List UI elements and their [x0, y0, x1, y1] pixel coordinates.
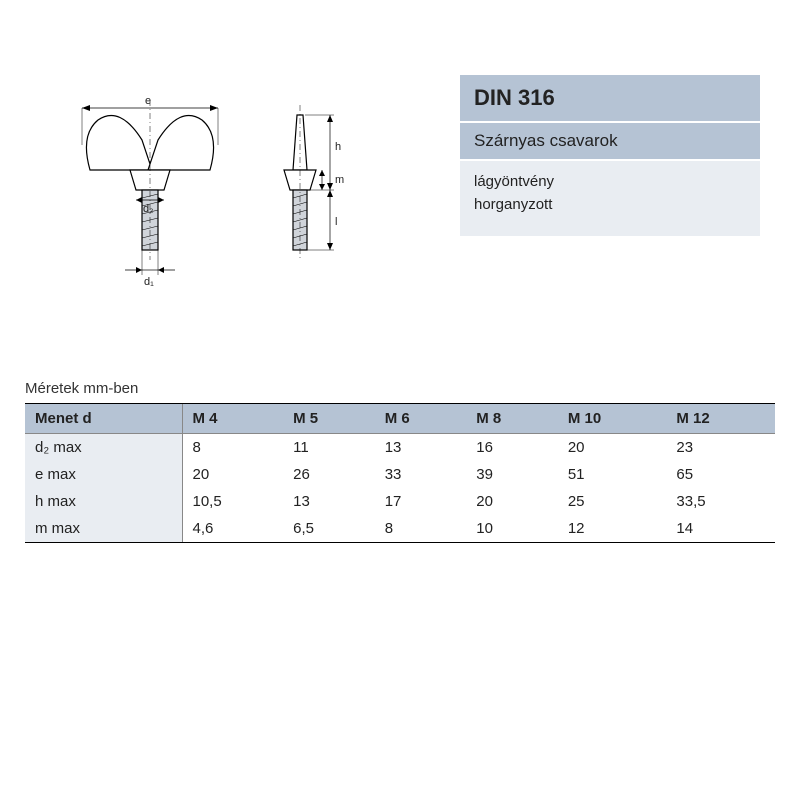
info-panel: DIN 316 Szárnyas csavarok lágyöntvény ho… — [460, 75, 760, 236]
cell: 16 — [466, 434, 558, 462]
cell: 17 — [375, 488, 467, 515]
info-subtitle: Szárnyas csavarok — [460, 123, 760, 161]
cell: 10 — [466, 515, 558, 543]
cell: 8 — [375, 515, 467, 543]
cell: 39 — [466, 461, 558, 488]
cell: 13 — [283, 488, 375, 515]
table-row: d₂ max81113162023 — [25, 434, 775, 462]
table-row: h max10,51317202533,5 — [25, 488, 775, 515]
col-header: M 5 — [283, 404, 375, 434]
dimensions-table-area: Méretek mm-ben Menet d M 4 M 5 M 6 M 8 M… — [25, 380, 775, 543]
row-label: h max — [25, 488, 182, 515]
info-desc-line2: horganyzott — [474, 194, 746, 217]
cell: 20 — [466, 488, 558, 515]
dim-e-label: e — [145, 95, 151, 107]
cell: 20 — [182, 461, 283, 488]
table-header-row: Menet d M 4 M 5 M 6 M 8 M 10 M 12 — [25, 404, 775, 434]
col-header: M 6 — [375, 404, 467, 434]
cell: 14 — [666, 515, 775, 543]
cell: 51 — [558, 461, 667, 488]
col-header: M 12 — [666, 404, 775, 434]
cell: 10,5 — [182, 488, 283, 515]
cell: 26 — [283, 461, 375, 488]
cell: 4,6 — [182, 515, 283, 543]
technical-diagram: e d₂ d₁ — [60, 80, 360, 300]
cell: 6,5 — [283, 515, 375, 543]
cell: 13 — [375, 434, 467, 462]
col-header: M 8 — [466, 404, 558, 434]
dimensions-table: Menet d M 4 M 5 M 6 M 8 M 10 M 12 d₂ max… — [25, 403, 775, 543]
dim-l-label: l — [335, 216, 337, 228]
info-desc-line1: lágyöntvény — [474, 171, 746, 194]
info-title: DIN 316 — [460, 75, 760, 123]
cell: 33 — [375, 461, 467, 488]
dim-d1-label: d₁ — [144, 276, 154, 288]
row-label: e max — [25, 461, 182, 488]
dim-m-label: m — [335, 174, 344, 186]
cell: 11 — [283, 434, 375, 462]
cell: 25 — [558, 488, 667, 515]
row-label: d₂ max — [25, 434, 182, 462]
cell: 20 — [558, 434, 667, 462]
dim-d2-label: d₂ — [143, 203, 153, 215]
cell: 8 — [182, 434, 283, 462]
cell: 33,5 — [666, 488, 775, 515]
col-header: M 10 — [558, 404, 667, 434]
info-description: lágyöntvény horganyzott — [460, 161, 760, 236]
col-header: M 4 — [182, 404, 283, 434]
cell: 65 — [666, 461, 775, 488]
cell: 23 — [666, 434, 775, 462]
cell: 12 — [558, 515, 667, 543]
table-row: e max202633395165 — [25, 461, 775, 488]
header-label: Menet d — [25, 404, 182, 434]
table-caption: Méretek mm-ben — [25, 380, 775, 397]
table-row: m max4,66,58101214 — [25, 515, 775, 543]
dim-h-label: h — [335, 141, 341, 153]
row-label: m max — [25, 515, 182, 543]
